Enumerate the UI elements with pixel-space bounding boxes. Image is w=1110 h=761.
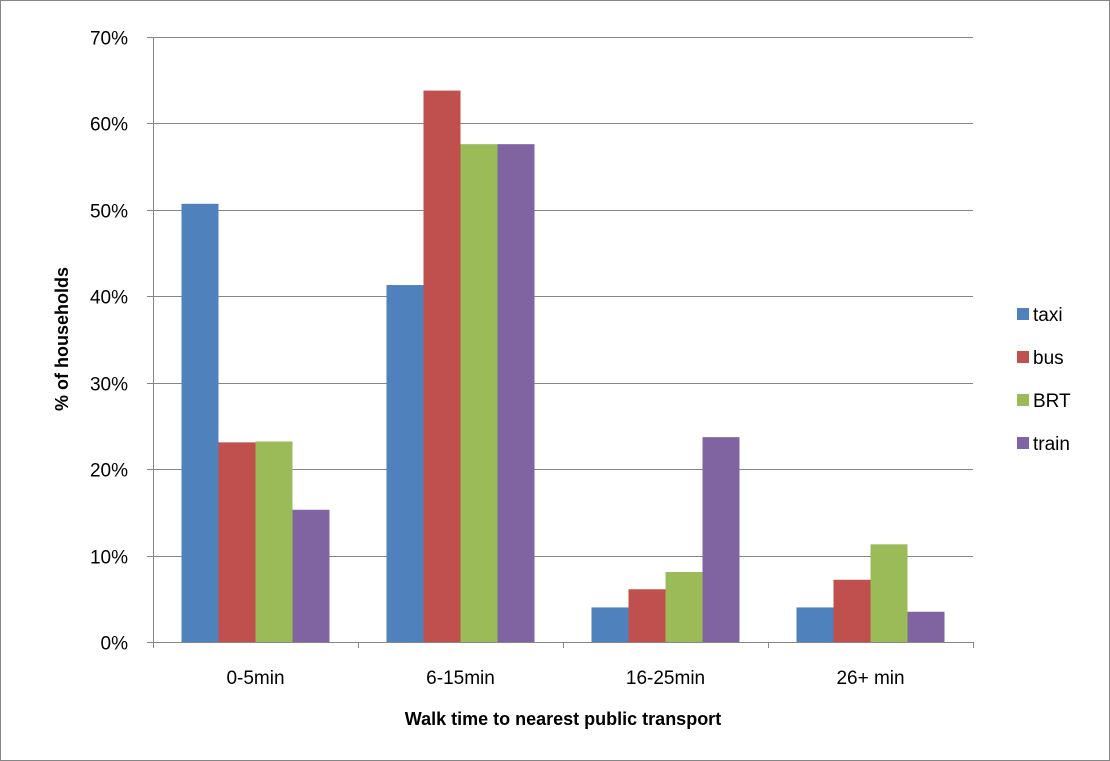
y-tick-label: 60% bbox=[90, 115, 128, 136]
y-tick-label: 40% bbox=[90, 288, 128, 309]
bar-taxi bbox=[386, 285, 424, 642]
legend: taxi bus BRT train bbox=[1017, 305, 1071, 455]
bar-taxi bbox=[181, 203, 219, 643]
x-tick-label: 6-15min bbox=[426, 668, 495, 689]
x-tick-labels: 0-5min 6-15min 16-25min 26+ min bbox=[153, 642, 974, 689]
bar-train bbox=[702, 437, 740, 642]
legend-swatch-bus bbox=[1017, 351, 1029, 363]
x-tick-label: 0-5min bbox=[226, 668, 284, 689]
legend-label-train: train bbox=[1033, 434, 1070, 455]
y-tick-label: 50% bbox=[90, 202, 128, 223]
bar-train bbox=[292, 509, 330, 642]
y-tick-label: 30% bbox=[90, 375, 128, 396]
legend-swatch-taxi bbox=[1017, 308, 1029, 320]
bar-bus bbox=[833, 579, 871, 642]
legend-label-bus: bus bbox=[1033, 348, 1064, 369]
y-tick-label: 10% bbox=[90, 548, 128, 569]
bar-train bbox=[497, 144, 535, 642]
bar-brt bbox=[870, 544, 908, 642]
y-axis-title: % of households bbox=[52, 267, 72, 411]
y-tick-labels: 0% 10% 20% 30% 40% 50% 60% 70% bbox=[90, 29, 153, 655]
bars bbox=[181, 90, 945, 643]
bar-brt bbox=[460, 144, 498, 642]
y-tick-label: 20% bbox=[90, 461, 128, 482]
bar-bus bbox=[423, 90, 461, 643]
bar-bus bbox=[218, 442, 256, 642]
bar-bus bbox=[628, 589, 666, 642]
bar-train bbox=[907, 611, 945, 642]
bar-taxi bbox=[591, 607, 629, 642]
x-tick-label: 26+ min bbox=[836, 668, 904, 689]
bar-brt bbox=[665, 571, 703, 642]
bar-brt bbox=[255, 441, 293, 642]
x-tick-label: 16-25min bbox=[626, 668, 705, 689]
legend-swatch-brt bbox=[1017, 394, 1029, 406]
y-tick-label: 70% bbox=[90, 29, 128, 50]
bar-taxi bbox=[796, 607, 834, 642]
legend-label-brt: BRT bbox=[1033, 391, 1071, 412]
y-tick-label: 0% bbox=[101, 634, 129, 655]
legend-label-taxi: taxi bbox=[1033, 305, 1063, 326]
x-axis-title: Walk time to nearest public transport bbox=[405, 709, 721, 729]
legend-swatch-train bbox=[1017, 437, 1029, 449]
